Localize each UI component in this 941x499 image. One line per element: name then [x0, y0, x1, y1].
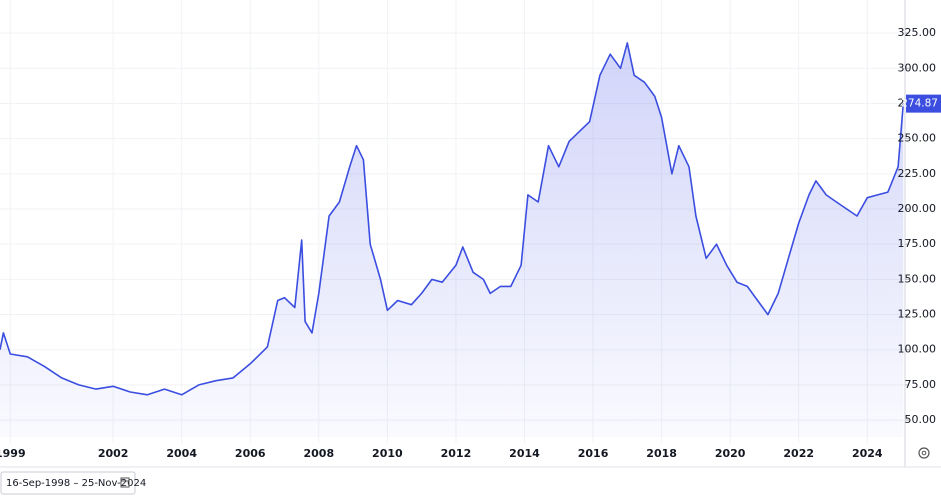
icon	[120, 477, 130, 488]
y-tick-label: 75.00	[905, 378, 937, 391]
x-tick-label: 2006	[235, 447, 266, 460]
y-tick-label: 100.00	[898, 343, 937, 356]
x-tick-label: 2024	[852, 447, 883, 460]
last-value-tag	[906, 94, 941, 113]
y-tick-label: 150.00	[898, 272, 937, 285]
icon	[921, 450, 927, 456]
y-tick-label: 225.00	[898, 167, 937, 180]
x-tick-label: 2012	[441, 447, 472, 460]
x-tick-label: 2018	[646, 447, 677, 460]
date-range: 16-Sep-1998 – 25-Nov-2024	[6, 478, 146, 489]
y-tick-label: 250.00	[898, 132, 937, 145]
settings-icon[interactable]	[918, 447, 930, 459]
x-tick-label: 2004	[166, 447, 197, 460]
x-tick-label: 2008	[303, 447, 334, 460]
y-tick-label: 125.00	[898, 308, 937, 321]
axes: 50.00 75.00 100.00 125.00 150.00 175.00 200.00…	[0, 26, 941, 460]
x-tick-label: 2022	[783, 447, 814, 460]
y-tick-label: 325.00	[898, 26, 937, 39]
x-tick-label: 2020	[715, 447, 746, 460]
x-tick-label: 2016	[578, 447, 609, 460]
x-tick-label: 2010	[372, 447, 403, 460]
plot	[0, 42, 905, 438]
date-range-box[interactable]	[0, 471, 136, 495]
x-tick-label: 2002	[98, 447, 129, 460]
last-value-label: 274.87	[901, 98, 938, 110]
y-tick-label: 300.00	[898, 61, 937, 74]
x-tick-label: 1999	[0, 447, 26, 460]
icon	[918, 447, 930, 459]
y-tick-label: 175.00	[898, 237, 937, 250]
price-line	[0, 42, 905, 396]
y-tick-label: 200.00	[898, 202, 937, 215]
calendar-icon	[120, 477, 130, 488]
y-tick-label: 50.00	[905, 413, 937, 426]
x-tick-label: 2014	[509, 447, 540, 460]
area-fill	[0, 42, 904, 438]
